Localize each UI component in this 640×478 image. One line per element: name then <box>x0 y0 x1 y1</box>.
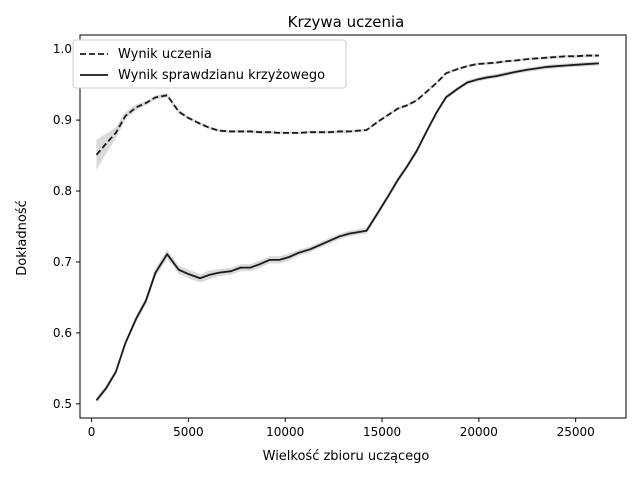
x-tick-label: 25000 <box>557 425 595 439</box>
x-tick-label: 10000 <box>266 425 304 439</box>
y-tick-label: 0.9 <box>53 113 72 127</box>
x-axis-ticks: 0 5000 10000 15000 20000 25000 <box>88 418 595 439</box>
x-tick-label: 0 <box>88 425 96 439</box>
legend-label-validation: Wynik sprawdzianu krzyżowego <box>118 68 325 83</box>
chart-title: Krzywa uczenia <box>288 13 405 31</box>
line-series-0 <box>95 54 599 156</box>
x-axis-label: Wielkość zbioru uczącego <box>263 449 430 464</box>
y-axis-label: Dokładność <box>15 200 30 276</box>
y-axis-ticks: 0.5 0.6 0.7 0.8 0.9 1.0 <box>53 42 80 411</box>
y-tick-label: 0.5 <box>53 397 72 411</box>
x-tick-label: 5000 <box>173 425 204 439</box>
plot-frame <box>79 34 627 419</box>
y-tick-label: 0.6 <box>53 326 72 340</box>
legend: Wynik uczenia Wynik sprawdzianu krzyżowe… <box>72 39 347 89</box>
y-tick-label: 0.7 <box>53 255 72 269</box>
x-tick-label: 20000 <box>460 425 498 439</box>
legend-box <box>72 39 347 89</box>
line-series-1 <box>95 62 599 401</box>
legend-label-training: Wynik uczenia <box>118 47 212 62</box>
x-tick-label: 15000 <box>363 425 401 439</box>
band-series-1 <box>96 61 599 404</box>
y-tick-label: 1.0 <box>53 42 72 56</box>
confidence-bands <box>96 54 599 404</box>
y-tick-label: 0.8 <box>53 184 72 198</box>
series-lines <box>95 54 599 401</box>
